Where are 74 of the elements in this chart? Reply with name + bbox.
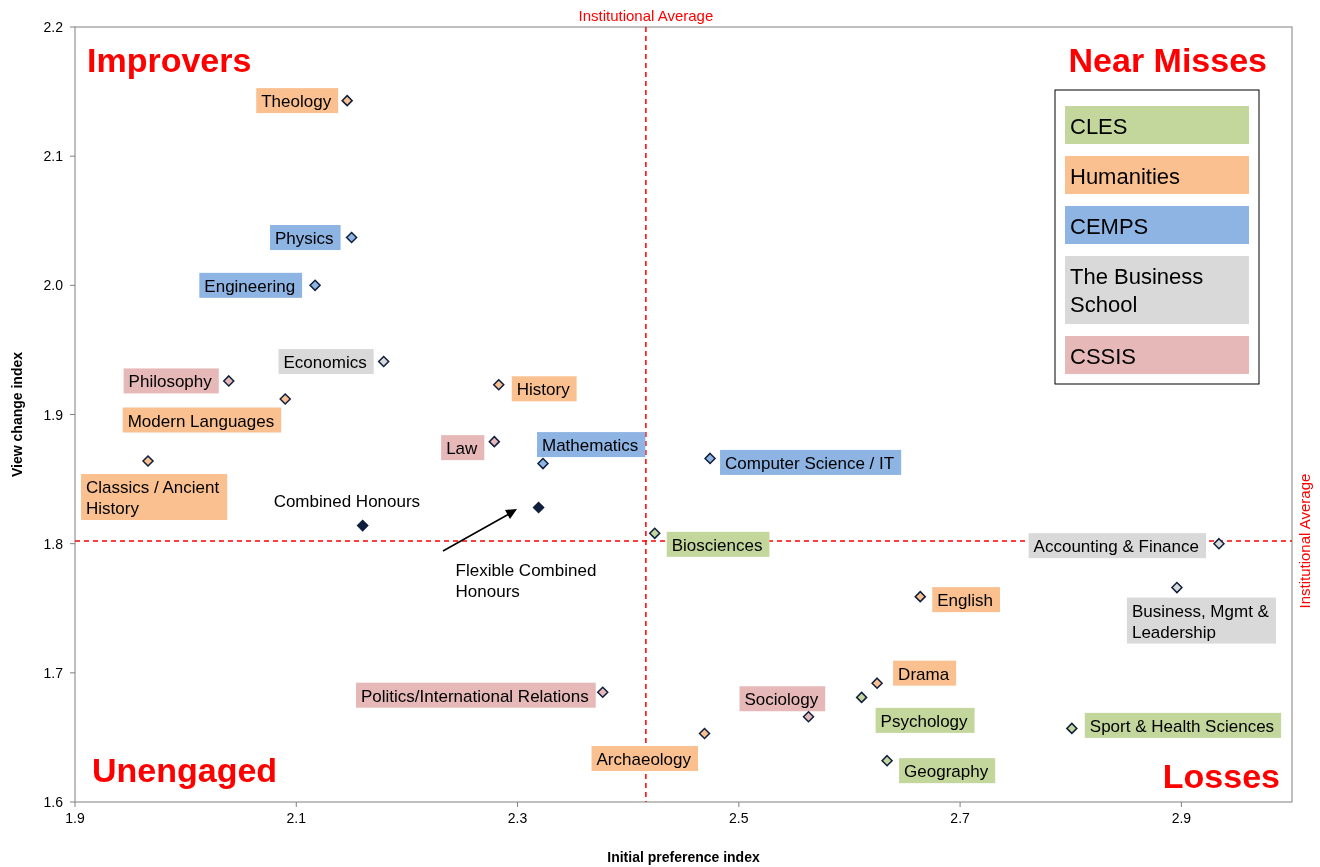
point: [1213, 537, 1225, 550]
point: [279, 393, 291, 405]
data-label: English: [937, 591, 994, 611]
point: [223, 375, 235, 387]
data-label: Geography: [904, 762, 989, 782]
data-label: Business, Mgmt & Leadership: [1131, 601, 1270, 642]
data-label: Sociology: [744, 690, 819, 710]
data-label: Politics/International Relations: [361, 686, 589, 706]
point: [377, 355, 390, 368]
data-label: Flexible Combined Honours: [455, 560, 597, 601]
point: [648, 527, 661, 540]
data-label: Law: [446, 439, 479, 459]
data-label: Drama: [898, 664, 950, 684]
point: [855, 691, 868, 704]
y-tick-label: 1.9: [43, 406, 64, 423]
point: [488, 435, 501, 448]
text: CLES: [1070, 114, 1128, 139]
data-label: Theology: [261, 92, 332, 112]
data-label: History: [516, 380, 571, 400]
data-label: Psychology: [880, 711, 969, 731]
ref-line-label: Institutional Average: [578, 7, 714, 24]
point: [1171, 581, 1183, 594]
data-label: Mathematics: [541, 436, 639, 456]
point: [871, 677, 883, 689]
x-tick-label: 2.5: [729, 810, 749, 826]
text: Humanities: [1070, 164, 1181, 189]
data-label: Economics: [283, 353, 367, 373]
ref-line-label: Institutional Average: [1296, 473, 1313, 609]
point: [492, 379, 505, 391]
point: [802, 711, 815, 723]
x-tick-label: 2.1: [286, 810, 307, 826]
point: [881, 754, 893, 767]
data-label: Classics / Ancient History: [86, 478, 220, 518]
data-label: Philosophy: [128, 372, 213, 392]
point: [341, 94, 353, 107]
data-label: Sport & Health Sciences: [1089, 716, 1275, 736]
point: [345, 231, 358, 244]
annotation: Improvers: [87, 41, 252, 79]
point: [698, 727, 711, 740]
point: [142, 455, 154, 467]
data-label: Physics: [275, 229, 334, 249]
y-tick-label: 1.8: [43, 535, 64, 552]
x-tick-label: 2.3: [507, 810, 528, 826]
point: [532, 501, 545, 514]
y-tick-label: 2.2: [43, 19, 64, 35]
point: [596, 686, 609, 698]
point: [914, 590, 927, 603]
point: [704, 452, 716, 465]
data-label: Combined Honours: [273, 492, 421, 512]
x-tick-label: 2.7: [950, 810, 971, 826]
y-tick-label: 2.0: [43, 277, 64, 294]
point: [356, 519, 369, 532]
y-tick-label: 2.1: [43, 148, 64, 165]
x-axis-title: Initial preference index: [607, 849, 760, 865]
point: [537, 457, 549, 470]
data-label: Accounting & Finance: [1033, 537, 1199, 557]
data-label: Computer Science / IT: [725, 453, 895, 473]
data-label: Biosciences: [671, 535, 763, 555]
text: CSSIS: [1070, 344, 1137, 369]
annotation: Losses: [1162, 757, 1280, 795]
x-tick-label: 2.9: [1171, 810, 1192, 826]
text: The Business School: [1070, 264, 1204, 317]
x-tick-label: 1.9: [65, 810, 85, 826]
point: [309, 279, 321, 292]
data-label: Modern Languages: [127, 411, 275, 431]
annotation: Unengaged: [92, 751, 278, 789]
point: [1066, 722, 1078, 735]
y-axis-title: View change index: [9, 351, 25, 478]
text: CEMPS: [1070, 214, 1149, 239]
annotation: Near Misses: [1068, 41, 1267, 79]
y-tick-label: 1.7: [43, 664, 64, 681]
y-tick-label: 1.6: [43, 794, 64, 810]
data-label: Engineering: [204, 276, 296, 296]
data-label: Archaeology: [596, 750, 692, 770]
